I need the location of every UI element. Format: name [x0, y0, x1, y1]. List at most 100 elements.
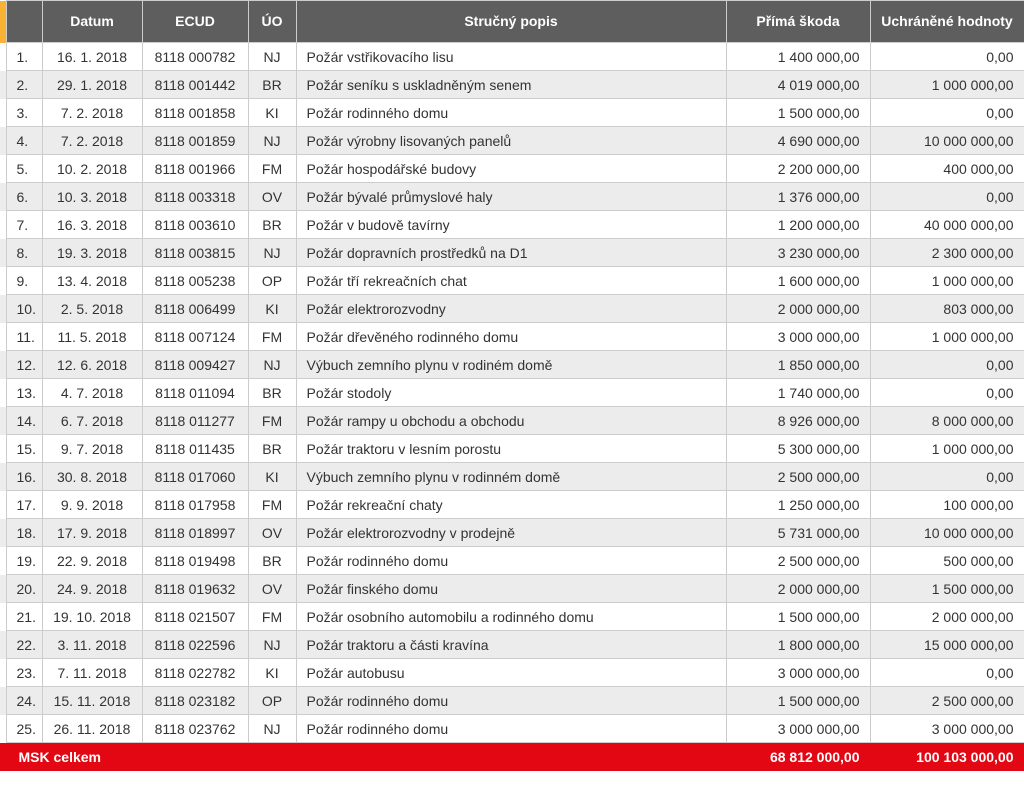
table-header: Datum ECUD ÚO Stručný popis Přímá škoda …	[0, 1, 1024, 43]
cell-idx: 22.	[6, 631, 42, 659]
cell-idx: 19.	[6, 547, 42, 575]
cell-date: 2. 5. 2018	[42, 295, 142, 323]
cell-date: 10. 2. 2018	[42, 155, 142, 183]
cell-idx: 6.	[6, 183, 42, 211]
cell-damage: 1 740 000,00	[726, 379, 870, 407]
table-row: 9.13. 4. 20188118 005238OPPožár tří rekr…	[0, 267, 1024, 295]
cell-damage: 5 731 000,00	[726, 519, 870, 547]
table-footer: MSK celkem 68 812 000,00 100 103 000,00	[0, 743, 1024, 771]
cell-idx: 5.	[6, 155, 42, 183]
col-header-date: Datum	[42, 1, 142, 43]
cell-date: 4. 7. 2018	[42, 379, 142, 407]
cell-date: 19. 10. 2018	[42, 603, 142, 631]
cell-date: 17. 9. 2018	[42, 519, 142, 547]
cell-damage: 3 000 000,00	[726, 323, 870, 351]
cell-idx: 14.	[6, 407, 42, 435]
cell-uo: NJ	[248, 631, 296, 659]
table-row: 17.9. 9. 20188118 017958FMPožár rekreačn…	[0, 491, 1024, 519]
cell-date: 7. 2. 2018	[42, 127, 142, 155]
cell-ecud: 8118 001966	[142, 155, 248, 183]
cell-ecud: 8118 011094	[142, 379, 248, 407]
cell-date: 22. 9. 2018	[42, 547, 142, 575]
cell-uo: KI	[248, 295, 296, 323]
fire-damage-table: Datum ECUD ÚO Stručný popis Přímá škoda …	[0, 0, 1024, 771]
cell-idx: 25.	[6, 715, 42, 743]
cell-date: 11. 5. 2018	[42, 323, 142, 351]
table-row: 19.22. 9. 20188118 019498BRPožár rodinné…	[0, 547, 1024, 575]
cell-desc: Požár osobního automobilu a rodinného do…	[296, 603, 726, 631]
cell-desc: Požár rodinného domu	[296, 687, 726, 715]
cell-idx: 4.	[6, 127, 42, 155]
cell-date: 10. 3. 2018	[42, 183, 142, 211]
cell-damage: 1 800 000,00	[726, 631, 870, 659]
cell-date: 19. 3. 2018	[42, 239, 142, 267]
cell-date: 24. 9. 2018	[42, 575, 142, 603]
footer-saved-total: 100 103 000,00	[870, 743, 1024, 771]
cell-ecud: 8118 023762	[142, 715, 248, 743]
cell-uo: FM	[248, 491, 296, 519]
cell-damage: 1 376 000,00	[726, 183, 870, 211]
cell-idx: 15.	[6, 435, 42, 463]
cell-damage: 1 400 000,00	[726, 43, 870, 71]
cell-uo: KI	[248, 463, 296, 491]
cell-ecud: 8118 011435	[142, 435, 248, 463]
cell-desc: Výbuch zemního plynu v rodiném domě	[296, 351, 726, 379]
cell-idx: 13.	[6, 379, 42, 407]
cell-saved: 0,00	[870, 379, 1024, 407]
table-row: 7.16. 3. 20188118 003610BRPožár v budově…	[0, 211, 1024, 239]
cell-uo: BR	[248, 211, 296, 239]
cell-uo: NJ	[248, 351, 296, 379]
cell-uo: FM	[248, 323, 296, 351]
table-row: 15.9. 7. 20188118 011435BRPožár traktoru…	[0, 435, 1024, 463]
col-header-ecud: ECUD	[142, 1, 248, 43]
cell-idx: 1.	[6, 43, 42, 71]
cell-saved: 2 500 000,00	[870, 687, 1024, 715]
cell-ecud: 8118 003610	[142, 211, 248, 239]
cell-saved: 0,00	[870, 463, 1024, 491]
cell-idx: 8.	[6, 239, 42, 267]
cell-idx: 20.	[6, 575, 42, 603]
cell-saved: 1 500 000,00	[870, 575, 1024, 603]
cell-damage: 1 850 000,00	[726, 351, 870, 379]
cell-ecud: 8118 019632	[142, 575, 248, 603]
cell-date: 9. 7. 2018	[42, 435, 142, 463]
cell-idx: 18.	[6, 519, 42, 547]
cell-damage: 2 000 000,00	[726, 575, 870, 603]
cell-desc: Požár vstřikovacího lisu	[296, 43, 726, 71]
table-row: 25.26. 11. 20188118 023762NJPožár rodinn…	[0, 715, 1024, 743]
cell-idx: 17.	[6, 491, 42, 519]
cell-uo: FM	[248, 155, 296, 183]
cell-date: 9. 9. 2018	[42, 491, 142, 519]
table-body: 1.16. 1. 20188118 000782NJPožár vstřikov…	[0, 43, 1024, 743]
cell-saved: 15 000 000,00	[870, 631, 1024, 659]
cell-uo: NJ	[248, 43, 296, 71]
cell-damage: 2 000 000,00	[726, 295, 870, 323]
cell-damage: 3 230 000,00	[726, 239, 870, 267]
cell-uo: NJ	[248, 239, 296, 267]
cell-damage: 2 200 000,00	[726, 155, 870, 183]
col-header-damage: Přímá škoda	[726, 1, 870, 43]
cell-desc: Požár dopravních prostředků na D1	[296, 239, 726, 267]
cell-date: 13. 4. 2018	[42, 267, 142, 295]
cell-ecud: 8118 006499	[142, 295, 248, 323]
cell-uo: KI	[248, 659, 296, 687]
cell-uo: NJ	[248, 715, 296, 743]
table-row: 14.6. 7. 20188118 011277FMPožár rampy u …	[0, 407, 1024, 435]
cell-saved: 0,00	[870, 351, 1024, 379]
cell-desc: Požár bývalé průmyslové haly	[296, 183, 726, 211]
cell-ecud: 8118 019498	[142, 547, 248, 575]
table-row: 13.4. 7. 20188118 011094BRPožár stodoly1…	[0, 379, 1024, 407]
col-header-idx	[6, 1, 42, 43]
cell-uo: OV	[248, 519, 296, 547]
cell-desc: Požár traktoru a části kravína	[296, 631, 726, 659]
cell-uo: BR	[248, 71, 296, 99]
cell-uo: BR	[248, 547, 296, 575]
cell-date: 7. 11. 2018	[42, 659, 142, 687]
cell-desc: Výbuch zemního plynu v rodinném domě	[296, 463, 726, 491]
cell-ecud: 8118 005238	[142, 267, 248, 295]
cell-ecud: 8118 011277	[142, 407, 248, 435]
cell-damage: 2 500 000,00	[726, 547, 870, 575]
cell-saved: 803 000,00	[870, 295, 1024, 323]
cell-damage: 1 500 000,00	[726, 99, 870, 127]
cell-damage: 3 000 000,00	[726, 659, 870, 687]
